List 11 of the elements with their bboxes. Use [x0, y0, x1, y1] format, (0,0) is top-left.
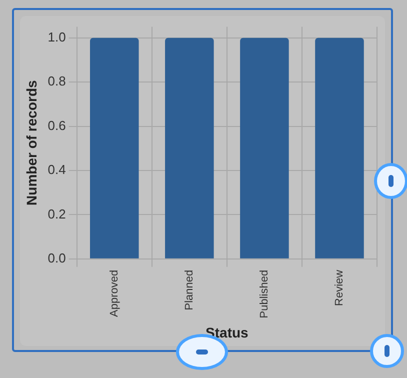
y-tick-label: 0.4 — [48, 162, 66, 178]
y-axis-title: Number of records — [23, 80, 40, 206]
y-tick-label: 0.8 — [48, 74, 66, 89]
x-tick-label: Approved — [108, 270, 120, 317]
y-tick-label: 0.6 — [48, 118, 66, 133]
y-tick-label: 0.2 — [48, 206, 66, 222]
y-tick-label: 0.0 — [48, 250, 66, 266]
x-tick-label: Review — [334, 270, 346, 306]
x-tick-label: Published — [258, 270, 270, 318]
y-tick-label: 1.0 — [48, 29, 66, 44]
x-tick-label: Planned — [183, 270, 196, 310]
